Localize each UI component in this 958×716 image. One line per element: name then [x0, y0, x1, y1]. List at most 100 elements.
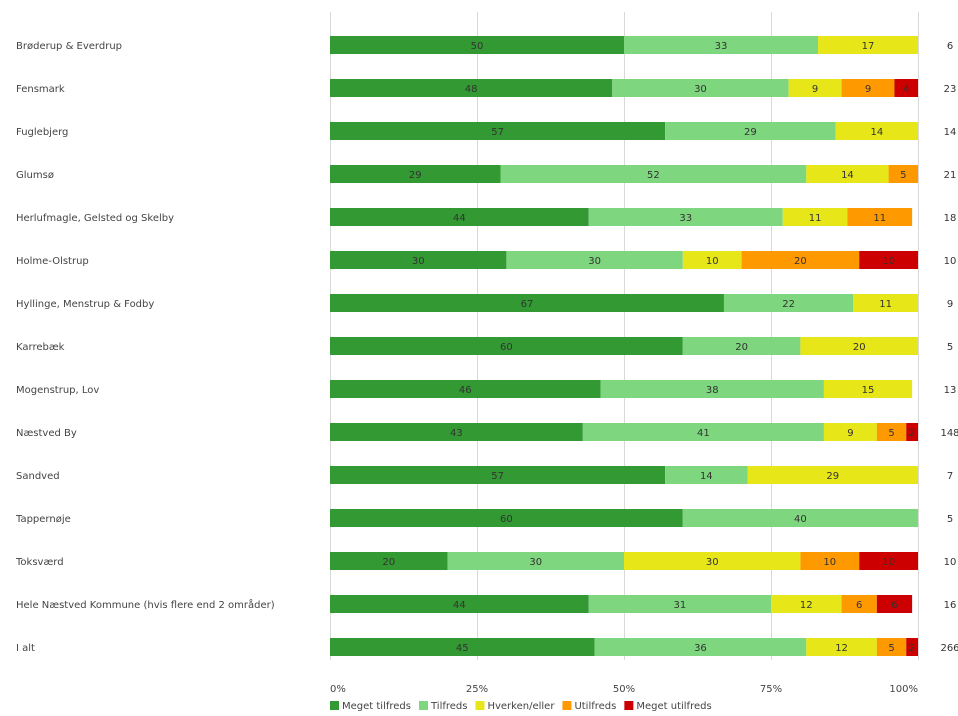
legend-item: Utilfreds [562, 701, 616, 712]
data-label: 30 [694, 84, 707, 95]
data-label: 12 [835, 643, 848, 654]
count-label: 16 [944, 600, 957, 611]
count-label: 18 [944, 213, 957, 224]
legend-label: Meget utilfreds [636, 701, 711, 712]
bar-segment [823, 380, 913, 398]
category-label: Fensmark [16, 84, 65, 95]
data-label: 20 [382, 557, 395, 568]
bar-segment [506, 251, 683, 269]
data-label: 4 [903, 84, 909, 95]
count-label: 7 [947, 471, 953, 482]
bar-row: 43 41 9 5 2 [330, 423, 918, 441]
count-label: 14 [944, 127, 957, 138]
count-label: 13 [944, 385, 957, 396]
bar-segment [747, 466, 918, 484]
data-label: 45 [456, 643, 469, 654]
bar-segment [888, 165, 918, 183]
legend-item: Tilfreds [418, 701, 467, 712]
bar-segment [806, 638, 877, 656]
category-label: Glumsø [16, 170, 54, 181]
bar-segment [330, 337, 683, 355]
count-label: 5 [947, 514, 953, 525]
legend-label: Tilfreds [430, 701, 467, 712]
bar-segment [906, 423, 918, 441]
data-label: 9 [812, 84, 818, 95]
bar-row: 67 22 11 [330, 294, 918, 312]
bar-row: 20 30 30 10 10 [330, 552, 918, 570]
legend-swatch [562, 701, 572, 710]
legend-swatch [624, 701, 634, 710]
x-tick-label: 50% [613, 684, 635, 695]
data-label: 2 [909, 643, 915, 654]
bar-segment [682, 251, 742, 269]
bar-segment [841, 79, 895, 97]
bar-segment [330, 36, 624, 54]
bar-segment [682, 337, 801, 355]
data-label: 36 [694, 643, 707, 654]
data-label: 43 [450, 428, 463, 439]
data-label: 67 [521, 299, 534, 310]
legend-swatch [330, 701, 339, 710]
count-label: 266 [940, 643, 958, 654]
legend-swatch [475, 701, 485, 710]
category-label: Sandved [16, 471, 60, 482]
count-label: 21 [944, 170, 957, 181]
data-label: 31 [673, 600, 686, 611]
data-label: 20 [853, 342, 866, 353]
data-label: 20 [794, 256, 807, 267]
bar-segment [853, 294, 918, 312]
data-label: 14 [870, 127, 883, 138]
bar-segment [600, 380, 824, 398]
data-label: 57 [491, 127, 504, 138]
data-label: 6 [891, 600, 897, 611]
data-label: 30 [412, 256, 425, 267]
data-label: 15 [862, 385, 875, 396]
bar-segment [876, 595, 913, 613]
legend-label: Hverken/eller [487, 701, 555, 712]
data-label: 6 [856, 600, 862, 611]
bar-segment [330, 165, 501, 183]
bar-segment [788, 79, 842, 97]
data-label: 20 [735, 342, 748, 353]
bar-segment [682, 509, 918, 527]
bar-segment [782, 208, 848, 226]
data-label: 60 [500, 514, 513, 525]
bar-segment [594, 638, 807, 656]
category-label: Tappernøje [15, 514, 71, 525]
data-label: 14 [700, 471, 713, 482]
x-tick-label: 100% [889, 684, 918, 695]
bar-row: 45 36 12 5 2 [330, 638, 918, 656]
data-label: 57 [491, 471, 504, 482]
bar-segment [876, 423, 907, 441]
data-label: 33 [715, 41, 728, 52]
data-label: 29 [826, 471, 839, 482]
bar-segment [330, 294, 724, 312]
bar-segment [330, 423, 583, 441]
legend-label: Utilfreds [574, 701, 616, 712]
data-label: 22 [782, 299, 795, 310]
category-label: Hyllinge, Menstrup & Fodby [16, 299, 154, 310]
bar-segment [330, 79, 613, 97]
bar-segment [330, 251, 507, 269]
data-label: 38 [706, 385, 719, 396]
bar-segment [588, 595, 771, 613]
category-label: I alt [16, 643, 35, 654]
category-label: Herlufmagle, Gelsted og Skelby [16, 213, 174, 224]
count-label: 10 [944, 557, 957, 568]
count-label: 10 [944, 256, 957, 267]
bar-row: 57 14 29 [330, 466, 918, 484]
x-tick-label: 0% [330, 684, 346, 695]
data-label: 30 [706, 557, 719, 568]
bar-row: 30 30 10 20 10 [330, 251, 918, 269]
count-label: 9 [947, 299, 953, 310]
bar-segment [741, 251, 860, 269]
legend-item: Meget tilfreds [330, 701, 411, 712]
data-label: 10 [823, 557, 836, 568]
x-axis: 0% 25% 50% 75% 100% [330, 684, 918, 695]
x-tick-label: 25% [466, 684, 488, 695]
bar-segment [859, 552, 918, 570]
bar-segment [665, 466, 748, 484]
bar-segment [447, 552, 624, 570]
bar-row: 44 33 11 11 [330, 208, 913, 226]
